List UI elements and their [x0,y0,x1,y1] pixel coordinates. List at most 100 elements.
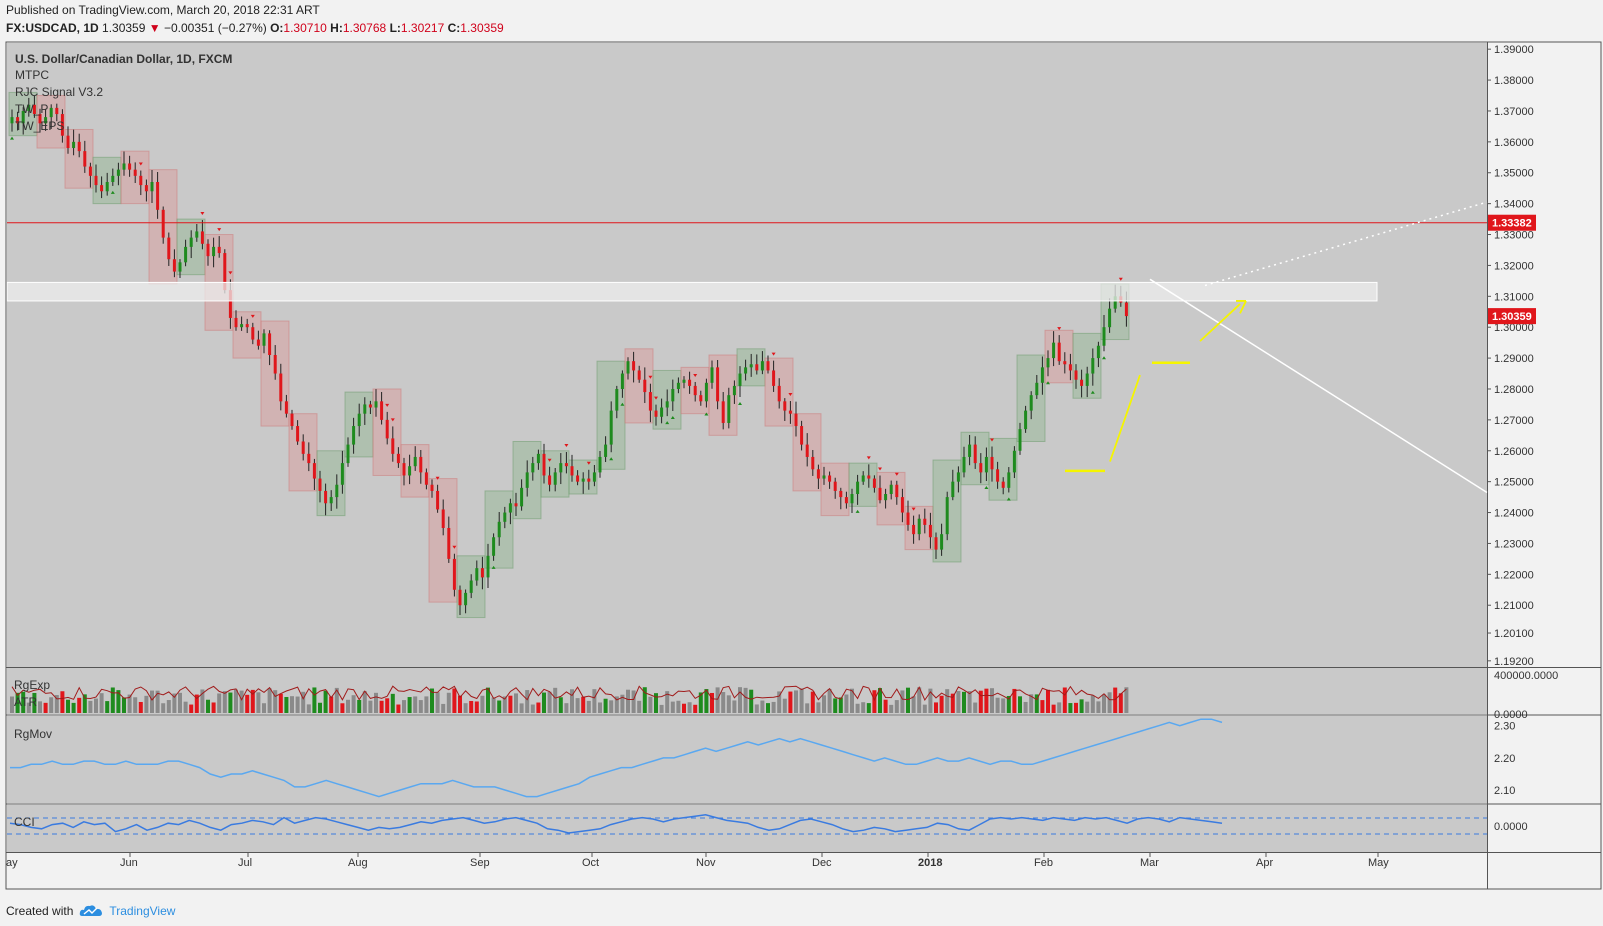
candle-body [570,466,574,476]
indicator-mtpc[interactable]: MTPC [15,68,49,82]
candle-body [1108,308,1112,328]
candle-body [385,419,389,439]
signal-marker [984,485,989,489]
candle-body [654,410,658,417]
candle-body [128,163,132,170]
candle-body [906,512,910,525]
time-tick-label: Feb [1034,857,1053,869]
candle-body [609,410,613,445]
signal-marker [491,565,496,569]
volume-bar [497,700,502,713]
candle-body [844,497,848,504]
volume-bar [631,690,636,713]
candle-body [693,385,697,396]
tradingview-link[interactable]: TradingView [79,904,175,918]
candle-body [548,475,552,485]
volume-bar [698,692,703,713]
candle-body [979,463,983,473]
volume-bar [861,702,866,713]
candle-body [408,466,412,476]
volume-bar [872,690,877,713]
volume-bars [10,687,1129,713]
candle-body [212,246,216,257]
candle-body [699,395,703,402]
candle-body [525,472,529,488]
time-axis[interactable]: ay Jun Jul Aug Sep Oct Nov Dec 2018 Feb Mar Apr May [5,853,1389,869]
candle-body [139,175,143,186]
price-tick-label: 1.26000 [1494,446,1534,458]
signal-marker [228,271,233,275]
candle-body [122,163,126,170]
candle-body [88,166,92,176]
signal-marker [10,136,14,140]
volume-bar [1085,701,1090,713]
volume-bar [670,701,675,713]
indicator-tweps[interactable]: TW_EPS [15,119,64,133]
rgmov-label: RgMov [14,727,52,741]
open-value: 1.30710 [283,21,327,35]
candle-body [800,426,804,445]
price-tick-label: 1.32000 [1494,260,1534,272]
price-tick-label: 1.25000 [1494,477,1534,489]
weekly-box [792,413,822,492]
volume-bar [558,697,563,713]
indicator-twp[interactable]: TW_P [15,102,48,116]
candle-body [783,401,787,411]
price-axis[interactable]: 1.39000 1.38000 1.37000 1.36000 1.35000 1.340… [1487,44,1536,668]
candle-body [346,444,350,464]
candle-body [184,246,188,263]
volume-bar [144,695,149,713]
volume-bar [978,690,983,713]
signal-marker [866,456,871,460]
overlay-layer [6,201,1488,494]
candle-body [206,243,210,257]
candle-body [604,444,608,457]
rgexp-line [11,685,1127,702]
volume-bar [273,690,278,713]
candle-body [172,259,176,272]
volume-bar [973,702,978,713]
volume-bar [665,691,670,713]
volume-bar [88,700,93,713]
candle-body [900,497,904,513]
candle-body [839,490,843,498]
volume-bar [262,703,266,713]
volume-bar [900,690,905,713]
volume-bar [71,702,76,713]
volume-bar [514,693,518,713]
candle-body [884,494,888,501]
candle-body [878,487,882,501]
candle-body [312,463,316,479]
footer: Created with TradingView [6,904,175,918]
candle-body [189,237,193,247]
candle-body [1018,429,1022,451]
volume-bar [54,695,59,713]
volume-bar [799,688,804,713]
volume-bar [194,694,199,713]
volume-bar [586,700,591,713]
volume-bar [306,704,311,713]
signal-marker [878,467,882,471]
candle-body [245,324,249,328]
candle-body [133,169,137,176]
volume-bar [547,691,552,713]
volume-bar [990,688,994,713]
candle-body [895,484,899,498]
volume-bar [301,691,306,713]
volume-bar [822,695,826,713]
candle-body [268,333,272,355]
volume-bar [150,690,154,713]
candle-body [559,463,563,473]
volume-bar [743,687,748,713]
indicator-rjc[interactable]: RJC Signal V3.2 [15,85,103,99]
candle-body [240,324,244,328]
volume-bar [340,703,345,713]
candle-body [441,509,445,528]
volume-bar [637,700,642,713]
volume-bar [1107,692,1112,713]
volume-bar [894,700,899,713]
volume-bar [609,700,614,713]
volume-bar [161,703,166,713]
